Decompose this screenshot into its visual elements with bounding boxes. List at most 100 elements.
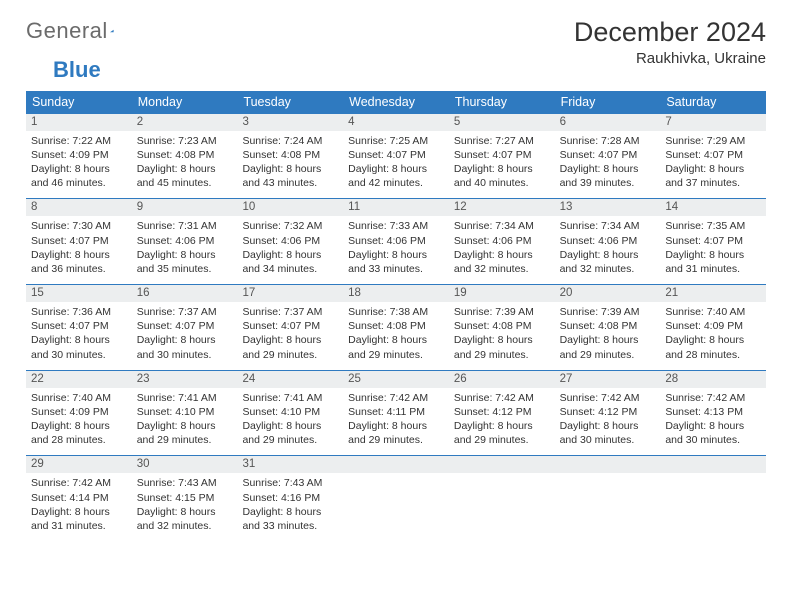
sunrise-text: Sunrise: 7:34 AM xyxy=(454,219,550,233)
day-number: 27 xyxy=(555,371,661,388)
month-title: December 2024 xyxy=(574,18,766,48)
daylight-text: Daylight: 8 hours and 28 minutes. xyxy=(665,333,761,361)
day-number: 30 xyxy=(132,456,238,473)
dow-saturday: Saturday xyxy=(660,91,766,114)
day-number: 18 xyxy=(343,285,449,302)
day-number: 23 xyxy=(132,371,238,388)
daylight-text: Daylight: 8 hours and 30 minutes. xyxy=(31,333,127,361)
day-number: 7 xyxy=(660,114,766,131)
day-number: 8 xyxy=(26,199,132,216)
daylight-text: Daylight: 8 hours and 46 minutes. xyxy=(31,162,127,190)
day-body: Sunrise: 7:23 AMSunset: 4:08 PMDaylight:… xyxy=(132,131,238,199)
daylight-text: Daylight: 8 hours and 31 minutes. xyxy=(665,248,761,276)
day-cell: 17Sunrise: 7:37 AMSunset: 4:07 PMDayligh… xyxy=(237,285,343,370)
sunset-text: Sunset: 4:12 PM xyxy=(454,405,550,419)
day-cell: 11Sunrise: 7:33 AMSunset: 4:06 PMDayligh… xyxy=(343,199,449,284)
dow-friday: Friday xyxy=(555,91,661,114)
sunset-text: Sunset: 4:06 PM xyxy=(454,234,550,248)
day-number: 1 xyxy=(26,114,132,131)
day-cell: 20Sunrise: 7:39 AMSunset: 4:08 PMDayligh… xyxy=(555,285,661,370)
sunrise-text: Sunrise: 7:31 AM xyxy=(137,219,233,233)
week-row: 29Sunrise: 7:42 AMSunset: 4:14 PMDayligh… xyxy=(26,456,766,541)
daylight-text: Daylight: 8 hours and 45 minutes. xyxy=(137,162,233,190)
sunset-text: Sunset: 4:15 PM xyxy=(137,491,233,505)
day-cell: 3Sunrise: 7:24 AMSunset: 4:08 PMDaylight… xyxy=(237,114,343,199)
day-cell: 23Sunrise: 7:41 AMSunset: 4:10 PMDayligh… xyxy=(132,371,238,456)
day-body: Sunrise: 7:37 AMSunset: 4:07 PMDaylight:… xyxy=(132,302,238,370)
day-number: 5 xyxy=(449,114,555,131)
day-number: 22 xyxy=(26,371,132,388)
sunrise-text: Sunrise: 7:43 AM xyxy=(137,476,233,490)
day-cell: 2Sunrise: 7:23 AMSunset: 4:08 PMDaylight… xyxy=(132,114,238,199)
brand-logo: General xyxy=(26,18,132,44)
day-body: Sunrise: 7:42 AMSunset: 4:13 PMDaylight:… xyxy=(660,388,766,456)
day-body: Sunrise: 7:34 AMSunset: 4:06 PMDaylight:… xyxy=(449,216,555,284)
day-number xyxy=(449,456,555,473)
sunrise-text: Sunrise: 7:40 AM xyxy=(31,391,127,405)
sunset-text: Sunset: 4:11 PM xyxy=(348,405,444,419)
day-body: Sunrise: 7:27 AMSunset: 4:07 PMDaylight:… xyxy=(449,131,555,199)
day-number: 21 xyxy=(660,285,766,302)
sunset-text: Sunset: 4:07 PM xyxy=(31,319,127,333)
day-body: Sunrise: 7:22 AMSunset: 4:09 PMDaylight:… xyxy=(26,131,132,199)
daylight-text: Daylight: 8 hours and 29 minutes. xyxy=(137,419,233,447)
sunrise-text: Sunrise: 7:27 AM xyxy=(454,134,550,148)
sunset-text: Sunset: 4:09 PM xyxy=(665,319,761,333)
sunset-text: Sunset: 4:10 PM xyxy=(137,405,233,419)
sunset-text: Sunset: 4:07 PM xyxy=(31,234,127,248)
day-cell: 7Sunrise: 7:29 AMSunset: 4:07 PMDaylight… xyxy=(660,114,766,199)
day-body xyxy=(555,473,661,533)
day-cell: 13Sunrise: 7:34 AMSunset: 4:06 PMDayligh… xyxy=(555,199,661,284)
day-body: Sunrise: 7:28 AMSunset: 4:07 PMDaylight:… xyxy=(555,131,661,199)
sunrise-text: Sunrise: 7:42 AM xyxy=(665,391,761,405)
sunset-text: Sunset: 4:07 PM xyxy=(454,148,550,162)
daylight-text: Daylight: 8 hours and 37 minutes. xyxy=(665,162,761,190)
day-cell: 30Sunrise: 7:43 AMSunset: 4:15 PMDayligh… xyxy=(132,456,238,541)
daylight-text: Daylight: 8 hours and 29 minutes. xyxy=(560,333,656,361)
logo-triangle-icon xyxy=(110,23,114,39)
sunrise-text: Sunrise: 7:40 AM xyxy=(665,305,761,319)
day-number: 4 xyxy=(343,114,449,131)
day-body: Sunrise: 7:42 AMSunset: 4:12 PMDaylight:… xyxy=(449,388,555,456)
sunset-text: Sunset: 4:07 PM xyxy=(665,234,761,248)
day-cell: 10Sunrise: 7:32 AMSunset: 4:06 PMDayligh… xyxy=(237,199,343,284)
day-cell: 6Sunrise: 7:28 AMSunset: 4:07 PMDaylight… xyxy=(555,114,661,199)
daylight-text: Daylight: 8 hours and 33 minutes. xyxy=(242,505,338,533)
dow-sunday: Sunday xyxy=(26,91,132,114)
sunrise-text: Sunrise: 7:41 AM xyxy=(137,391,233,405)
daylight-text: Daylight: 8 hours and 31 minutes. xyxy=(31,505,127,533)
day-body: Sunrise: 7:32 AMSunset: 4:06 PMDaylight:… xyxy=(237,216,343,284)
day-number: 26 xyxy=(449,371,555,388)
day-number: 20 xyxy=(555,285,661,302)
sunrise-text: Sunrise: 7:42 AM xyxy=(31,476,127,490)
sunset-text: Sunset: 4:07 PM xyxy=(137,319,233,333)
day-number xyxy=(660,456,766,473)
daylight-text: Daylight: 8 hours and 40 minutes. xyxy=(454,162,550,190)
sunrise-text: Sunrise: 7:25 AM xyxy=(348,134,444,148)
day-body: Sunrise: 7:41 AMSunset: 4:10 PMDaylight:… xyxy=(132,388,238,456)
sunrise-text: Sunrise: 7:35 AM xyxy=(665,219,761,233)
dow-header-row: Sunday Monday Tuesday Wednesday Thursday… xyxy=(26,91,766,114)
sunrise-text: Sunrise: 7:39 AM xyxy=(560,305,656,319)
sunset-text: Sunset: 4:08 PM xyxy=(242,148,338,162)
day-body: Sunrise: 7:42 AMSunset: 4:14 PMDaylight:… xyxy=(26,473,132,541)
day-cell: 19Sunrise: 7:39 AMSunset: 4:08 PMDayligh… xyxy=(449,285,555,370)
day-body xyxy=(343,473,449,533)
day-cell: 21Sunrise: 7:40 AMSunset: 4:09 PMDayligh… xyxy=(660,285,766,370)
day-cell xyxy=(660,456,766,541)
day-cell xyxy=(449,456,555,541)
day-body: Sunrise: 7:39 AMSunset: 4:08 PMDaylight:… xyxy=(555,302,661,370)
daylight-text: Daylight: 8 hours and 35 minutes. xyxy=(137,248,233,276)
day-body: Sunrise: 7:25 AMSunset: 4:07 PMDaylight:… xyxy=(343,131,449,199)
sunrise-text: Sunrise: 7:34 AM xyxy=(560,219,656,233)
day-body: Sunrise: 7:40 AMSunset: 4:09 PMDaylight:… xyxy=(660,302,766,370)
day-cell: 12Sunrise: 7:34 AMSunset: 4:06 PMDayligh… xyxy=(449,199,555,284)
sunrise-text: Sunrise: 7:39 AM xyxy=(454,305,550,319)
day-cell: 1Sunrise: 7:22 AMSunset: 4:09 PMDaylight… xyxy=(26,114,132,199)
day-cell: 22Sunrise: 7:40 AMSunset: 4:09 PMDayligh… xyxy=(26,371,132,456)
day-cell: 18Sunrise: 7:38 AMSunset: 4:08 PMDayligh… xyxy=(343,285,449,370)
dow-tuesday: Tuesday xyxy=(237,91,343,114)
sunrise-text: Sunrise: 7:43 AM xyxy=(242,476,338,490)
day-body: Sunrise: 7:40 AMSunset: 4:09 PMDaylight:… xyxy=(26,388,132,456)
calendar-page: General December 2024 Raukhivka, Ukraine… xyxy=(0,0,792,551)
